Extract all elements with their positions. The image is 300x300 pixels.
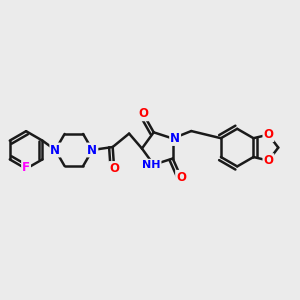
Text: O: O: [109, 162, 119, 175]
Text: N: N: [87, 143, 98, 157]
Text: O: O: [263, 154, 273, 167]
Text: O: O: [263, 128, 273, 141]
Text: N: N: [50, 143, 60, 157]
Text: F: F: [22, 161, 30, 174]
Text: O: O: [176, 171, 186, 184]
Text: N: N: [170, 132, 180, 145]
Text: NH: NH: [142, 160, 160, 170]
Text: O: O: [138, 107, 148, 120]
